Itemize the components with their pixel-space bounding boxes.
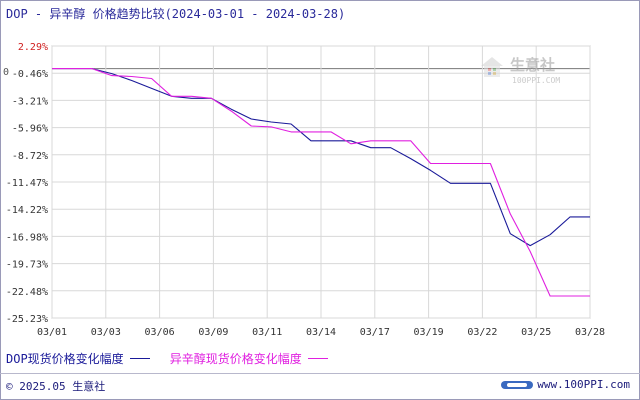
- legend-label-isooctanol: 异辛醇现货价格变化幅度: [169, 352, 302, 366]
- x-tick-label: 03/17: [360, 327, 390, 338]
- baseline-zero-label: 0: [3, 67, 9, 78]
- series-line-isooctanol: [52, 68, 590, 297]
- y-tick-label: -19.73%: [6, 260, 48, 271]
- x-tick-label: 03/11: [252, 327, 282, 338]
- y-tick-label: -3.21%: [12, 96, 48, 107]
- series-line-dop: [52, 68, 590, 247]
- y-tick-labels: 2.29% -0.46% -3.21% -5.96% -8.72% -11.47% -14.…: [6, 42, 48, 325]
- y-tick-label: -25.23%: [6, 314, 48, 325]
- site-url-text[interactable]: www.100PPI.com: [537, 378, 630, 391]
- x-tick-label: 03/03: [91, 327, 121, 338]
- legend-item-dop: DOP现货价格变化幅度: [6, 350, 150, 367]
- x-tick-label: 03/19: [414, 327, 444, 338]
- y-tick-label: -16.98%: [6, 232, 48, 243]
- copyright: © 2025.05 生意社: [6, 380, 106, 393]
- watermark-logo-icon: [481, 57, 503, 77]
- grid: [51, 45, 591, 319]
- x-tick-label: 03/09: [198, 327, 228, 338]
- watermark: 生意社 100PPI.COM: [481, 56, 560, 85]
- x-tick-label: 03/01: [37, 327, 67, 338]
- y-tick-label: 2.29%: [18, 42, 48, 53]
- y-tick-label: -14.22%: [6, 205, 48, 216]
- legend-swatch-dop: [129, 358, 150, 359]
- site-logo-icon: [501, 380, 534, 389]
- legend-swatch-isooctanol: [307, 358, 328, 359]
- x-tick-labels: 03/01 03/03 03/06 03/09 03/11 03/14 03/17 03/19…: [37, 327, 605, 338]
- x-tick-label: 03/06: [145, 327, 175, 338]
- watermark-brand: 生意社: [510, 56, 555, 74]
- y-tick-label: -22.48%: [6, 287, 48, 298]
- series: [52, 68, 590, 297]
- watermark-url: 100PPI.COM: [512, 76, 560, 85]
- x-tick-label: 03/22: [467, 327, 497, 338]
- legend: DOP现货价格变化幅度 异辛醇现货价格变化幅度: [6, 350, 348, 367]
- y-tick-label: -0.46%: [12, 69, 48, 80]
- legend-label-dop: DOP现货价格变化幅度: [6, 352, 124, 366]
- footer-divider: [0, 373, 640, 374]
- y-tick-label: -5.96%: [12, 124, 48, 135]
- y-tick-label: -8.72%: [12, 151, 48, 162]
- x-tick-label: 03/28: [575, 327, 605, 338]
- x-tick-label: 03/25: [521, 327, 551, 338]
- x-tick-label: 03/14: [306, 327, 336, 338]
- site-url[interactable]: www.100PPI.com: [501, 378, 630, 391]
- y-tick-label: -11.47%: [6, 178, 48, 189]
- chart-title: DOP - 异辛醇 价格趋势比较(2024-03-01 - 2024-03-28…: [6, 7, 346, 21]
- legend-item-isooctanol: 异辛醇现货价格变化幅度: [170, 350, 328, 367]
